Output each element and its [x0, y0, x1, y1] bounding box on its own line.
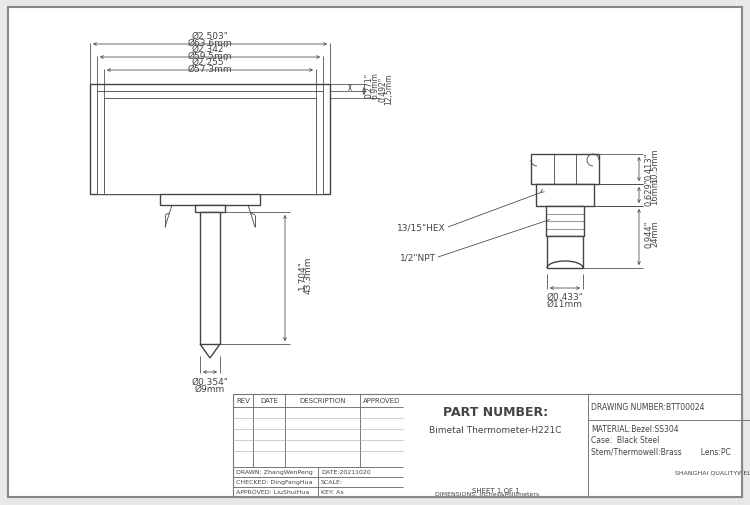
Text: DRAWING NUMBER:BTT00024: DRAWING NUMBER:BTT00024: [591, 402, 704, 412]
Text: Case:  Black Steel: Case: Black Steel: [591, 436, 659, 444]
Text: Ø59,5mm: Ø59,5mm: [188, 52, 232, 61]
Text: Ø11mm: Ø11mm: [547, 299, 583, 308]
Text: CHECKED: DingFangHua: CHECKED: DingFangHua: [236, 480, 313, 484]
Bar: [90, 85, 330, 194]
Text: Ø57.3mm: Ø57.3mm: [188, 64, 232, 73]
Text: Ø2.342": Ø2.342": [192, 44, 228, 54]
Bar: [547, 236, 583, 269]
Text: 0.492": 0.492": [378, 76, 387, 102]
Text: DIMENSIONS: Inches&Millimeters: DIMENSIONS: Inches&Millimeters: [435, 491, 540, 496]
Text: DRAWN: ZhangWenPeng: DRAWN: ZhangWenPeng: [236, 470, 313, 475]
Text: 13/15"HEX: 13/15"HEX: [398, 223, 446, 232]
Text: SHEET 1 OF 1: SHEET 1 OF 1: [472, 487, 519, 493]
Text: SHANGHAI QUALITYWELL INDUSTRIAL CO.,LTD: SHANGHAI QUALITYWELL INDUSTRIAL CO.,LTD: [675, 470, 750, 475]
Bar: [546, 207, 584, 236]
Text: SCALE:: SCALE:: [321, 480, 343, 484]
Text: Ø0.354": Ø0.354": [191, 377, 229, 386]
Text: 0.413": 0.413": [644, 152, 653, 179]
Text: Ø2.255": Ø2.255": [192, 58, 228, 66]
Text: DESCRIPTION: DESCRIPTION: [299, 398, 346, 403]
Text: Ø9mm: Ø9mm: [195, 384, 225, 393]
Text: 0.629": 0.629": [644, 178, 653, 206]
Bar: [531, 155, 599, 185]
Text: REV: REV: [236, 398, 250, 403]
Bar: [536, 185, 594, 207]
Bar: [160, 194, 260, 206]
Text: DATE:20211020: DATE:20211020: [321, 470, 370, 475]
Text: Ø2.503": Ø2.503": [191, 31, 229, 40]
Text: 12,5mm: 12,5mm: [384, 73, 393, 105]
Text: DATE: DATE: [260, 398, 278, 403]
Text: 6.9mm: 6.9mm: [370, 72, 379, 99]
Bar: [195, 206, 225, 213]
Text: 43.3mm: 43.3mm: [304, 256, 313, 293]
Text: Bimetal Thermometer-H221C: Bimetal Thermometer-H221C: [429, 426, 562, 435]
Text: KEY: As: KEY: As: [321, 489, 344, 494]
Bar: [104, 99, 316, 194]
Text: Ø63.6mm: Ø63.6mm: [188, 38, 232, 47]
Text: 24mm: 24mm: [650, 220, 659, 247]
Text: APPROVED: LiuShuiHua: APPROVED: LiuShuiHua: [236, 489, 309, 494]
Bar: [233, 394, 742, 497]
Text: 10.5mm: 10.5mm: [650, 148, 659, 183]
Bar: [200, 213, 220, 344]
Text: APPROVED: APPROVED: [363, 398, 401, 403]
Text: 0.944": 0.944": [644, 220, 653, 247]
Text: Ø0.433": Ø0.433": [547, 292, 584, 301]
Text: 0.271": 0.271": [364, 73, 373, 98]
Text: 1/2"NPT: 1/2"NPT: [400, 253, 436, 262]
Text: MATERIAL:Bezel:SS304: MATERIAL:Bezel:SS304: [591, 425, 679, 434]
Text: PART NUMBER:: PART NUMBER:: [443, 406, 548, 419]
Text: Stem/Thermowell:Brass        Lens:PC: Stem/Thermowell:Brass Lens:PC: [591, 446, 730, 456]
Bar: [97, 92, 323, 194]
Text: 1.704": 1.704": [298, 260, 307, 289]
Text: 16mm: 16mm: [650, 178, 659, 205]
